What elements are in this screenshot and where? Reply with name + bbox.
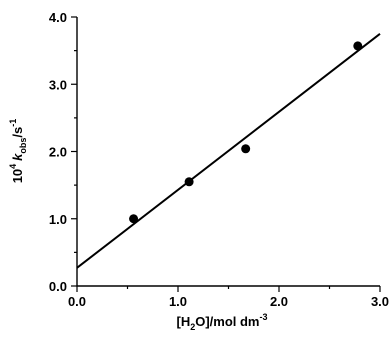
y-tick-label: 3.0	[49, 77, 67, 92]
y-axis-label: 104kobs/s-1	[8, 119, 28, 184]
y-tick-label: 1.0	[49, 212, 67, 227]
y-tick-label: 4.0	[49, 10, 67, 25]
data-point	[129, 214, 139, 224]
plot-frame	[76, 17, 380, 287]
data-points	[129, 41, 363, 224]
ticks-layer: 0.0 1.0 2.0 3.0 0.0 1.0 2.0 3.0 4.0	[49, 10, 389, 309]
x-tick-label: 2.0	[270, 294, 288, 309]
x-tick-label: 0.0	[68, 294, 86, 309]
y-tick-label: 0.0	[49, 279, 67, 294]
data-point	[184, 177, 194, 187]
data-point	[241, 144, 251, 154]
y-tick-label: 2.0	[49, 145, 67, 160]
x-tick-label: 1.0	[169, 294, 187, 309]
fit-line	[76, 33, 381, 269]
x-axis-label: [H2O]/mol dm-3	[176, 312, 267, 332]
data-point	[353, 41, 363, 51]
x-tick-label: 3.0	[371, 294, 389, 309]
